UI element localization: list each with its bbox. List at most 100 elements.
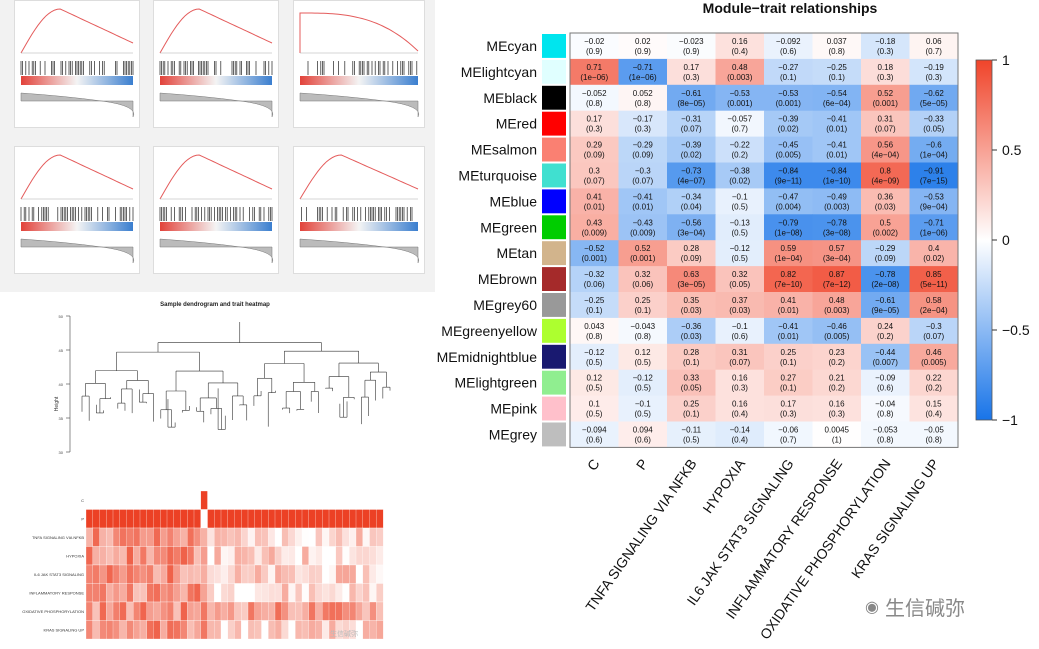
heatmap-cell	[715, 240, 765, 267]
trait-cell	[153, 620, 161, 640]
trait-cell	[220, 527, 229, 547]
trait-cell	[106, 509, 114, 529]
module-label: MEmidnightblue	[437, 349, 538, 365]
trait-cell	[146, 490, 154, 510]
cell-value: 0.63	[683, 270, 699, 279]
cell-pvalue: (0.5)	[732, 202, 749, 211]
trait-cell	[349, 564, 357, 584]
module-label: MEgrey60	[473, 297, 537, 313]
cell-value: −0.057	[727, 115, 752, 124]
cell-pvalue: (0.8)	[926, 436, 943, 445]
cell-value: 0.48	[829, 296, 845, 305]
trait-cell	[369, 490, 377, 510]
trait-cell	[173, 527, 181, 547]
dendrogram-title: Sample dendrogram and trait heatmap	[160, 302, 270, 308]
cell-pvalue: (0.03)	[681, 306, 702, 315]
heatmap-cell	[667, 136, 716, 163]
heatmap-cell	[570, 136, 619, 163]
trait-cell	[268, 490, 276, 510]
cell-pvalue: (0.8)	[877, 410, 894, 419]
heatmap-cell	[570, 317, 619, 345]
trait-cell	[234, 601, 242, 621]
gsea-svg	[20, 8, 135, 118]
trait-cell	[254, 490, 262, 510]
cell-pvalue: (0.07)	[729, 358, 750, 367]
cell-value: −0.53	[730, 89, 751, 98]
cell-pvalue: (0.07)	[681, 125, 702, 134]
cell-value: −0.73	[681, 167, 702, 176]
heatmap-cell	[715, 136, 765, 163]
trait-cell	[193, 527, 202, 547]
module-swatch	[542, 370, 566, 395]
trait-cell	[85, 490, 94, 510]
trait-cell	[85, 527, 94, 547]
cell-value: −0.25	[827, 63, 848, 72]
heatmap-cell	[764, 369, 813, 397]
heatmap-cell	[812, 292, 862, 319]
trait-cell	[274, 620, 283, 640]
gsea-plot-5	[153, 146, 279, 274]
trait-cell	[106, 546, 114, 566]
module-swatch	[542, 318, 566, 343]
dendrogram-tree	[81, 322, 391, 430]
trait-cell	[234, 564, 242, 584]
trait-cell	[227, 620, 235, 640]
trait-cell	[362, 601, 370, 621]
trait-cell	[322, 509, 330, 529]
trait-cell	[187, 564, 195, 584]
heatmap-cell	[812, 266, 862, 293]
cell-pvalue: (0.5)	[635, 384, 652, 393]
cell-pvalue: (4e−04)	[871, 151, 899, 160]
trait-cell	[376, 509, 384, 529]
trait-label: P	[633, 456, 651, 473]
trait-cell	[274, 601, 283, 621]
trait-cell	[207, 601, 215, 621]
trait-cell	[214, 490, 222, 510]
gsea-rank-bar	[300, 76, 418, 85]
cell-pvalue: (0.5)	[732, 254, 749, 263]
trait-cell	[227, 564, 235, 584]
module-swatch	[542, 163, 566, 188]
cell-pvalue: (0.001)	[630, 254, 656, 263]
trait-cell	[173, 620, 181, 640]
heatmap-cell	[618, 136, 668, 163]
heatmap-cell	[667, 110, 716, 138]
cell-pvalue: (0.1)	[635, 306, 652, 315]
trait-cell	[99, 620, 107, 640]
trait-cell	[106, 620, 114, 640]
trait-cell	[328, 601, 337, 621]
trait-cell	[315, 583, 323, 603]
trait-cell	[112, 583, 121, 603]
trait-cell	[166, 601, 175, 621]
trait-cell	[355, 564, 364, 584]
trait-cell	[207, 509, 215, 529]
module-label: MEblue	[490, 193, 538, 209]
gsea-ranked-metric	[20, 238, 135, 264]
trait-cell	[106, 564, 114, 584]
trait-cell	[295, 620, 303, 640]
cell-value: 0.25	[683, 400, 699, 409]
heatmap-cell	[812, 240, 862, 267]
trait-cell	[106, 601, 114, 621]
cell-pvalue: (2e−08)	[871, 280, 899, 289]
heatmap-cell	[570, 240, 619, 267]
cell-pvalue: (0.1)	[683, 358, 700, 367]
cell-value: 0.17	[683, 63, 699, 72]
trait-cell	[119, 527, 127, 547]
heatmap-cell	[570, 162, 619, 189]
module-label: MElightgreen	[455, 375, 538, 391]
cell-value: 0.052	[633, 89, 654, 98]
trait-cell	[295, 564, 303, 584]
module-label: MEtan	[497, 245, 537, 261]
trait-cell	[369, 546, 377, 566]
trait-cell	[133, 583, 141, 603]
y-tick-label: 30	[59, 450, 64, 455]
heatmap-cell	[812, 395, 862, 422]
module-color-swatches	[542, 34, 566, 447]
heatmap-cell	[861, 136, 910, 163]
trait-cell	[261, 601, 269, 621]
heatmap-cell	[715, 421, 765, 448]
cell-value: 0.1	[589, 400, 601, 409]
trait-cell	[308, 546, 316, 566]
heatmap-cell	[812, 317, 862, 345]
